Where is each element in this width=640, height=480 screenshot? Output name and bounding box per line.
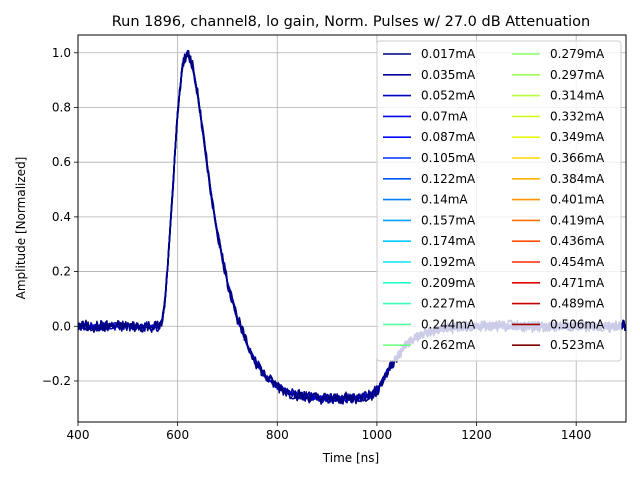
legend-label: 0.157mA xyxy=(421,213,476,227)
legend-label: 0.471mA xyxy=(550,276,605,290)
x-tick-label: 600 xyxy=(166,428,189,442)
x-tick-label: 400 xyxy=(67,428,90,442)
legend-label: 0.279mA xyxy=(550,47,605,61)
legend-label: 0.017mA xyxy=(421,47,476,61)
axes-frame xyxy=(77,34,627,423)
legend-label: 0.105mA xyxy=(421,151,476,165)
y-tick-label: 0.0 xyxy=(52,319,71,333)
y-tick-label: 1.0 xyxy=(52,46,71,60)
y-axis-label: Amplitude [Normalized] xyxy=(14,157,28,300)
legend-label: 0.401mA xyxy=(550,193,605,207)
legend-label: 0.262mA xyxy=(421,338,476,352)
legend-label: 0.07mA xyxy=(421,109,468,123)
legend-label: 0.209mA xyxy=(421,276,476,290)
legend-label: 0.489mA xyxy=(550,297,605,311)
legend-label: 0.14mA xyxy=(421,193,468,207)
legend-label: 0.506mA xyxy=(550,317,605,331)
legend-label: 0.332mA xyxy=(550,109,605,123)
x-tick-label: 1200 xyxy=(461,428,492,442)
legend-label: 0.244mA xyxy=(421,317,476,331)
x-tick-label: 1400 xyxy=(561,428,592,442)
legend-label: 0.227mA xyxy=(421,297,476,311)
legend-label: 0.122mA xyxy=(421,172,476,186)
legend-label: 0.419mA xyxy=(550,213,605,227)
y-tick-label: 0.6 xyxy=(52,155,71,169)
legend-box xyxy=(376,40,622,362)
y-tick-label: 0.8 xyxy=(52,100,71,114)
legend-label: 0.174mA xyxy=(421,234,476,248)
y-tick-label: 0.2 xyxy=(52,265,71,279)
legend-label: 0.087mA xyxy=(421,130,476,144)
legend-label: 0.436mA xyxy=(550,234,605,248)
x-tick-label: 800 xyxy=(266,428,289,442)
legend: 0.017mA 0.035mA 0.052mA 0.07mA 0.087mA 0.105m… xyxy=(376,40,622,362)
legend-label: 0.035mA xyxy=(421,68,476,82)
ticks: 400 600 800 1000 1200 1400 −0.2 0.0 0.2 0.4 0.6 0.8… xyxy=(42,46,592,442)
legend-label: 0.523mA xyxy=(550,338,605,352)
chart-title: Run 1896, channel8, lo gain, Norm. Pulse… xyxy=(112,14,591,30)
x-tick-label: 1000 xyxy=(362,428,393,442)
legend-label: 0.349mA xyxy=(550,130,605,144)
y-tick-label: −0.2 xyxy=(42,374,71,388)
legend-label: 0.297mA xyxy=(550,68,605,82)
legend-label: 0.454mA xyxy=(550,255,605,269)
legend-label: 0.366mA xyxy=(550,151,605,165)
legend-label: 0.314mA xyxy=(550,89,605,103)
x-axis-label: Time [ns] xyxy=(322,451,379,465)
legend-label: 0.192mA xyxy=(421,255,476,269)
legend-label: 0.052mA xyxy=(421,89,476,103)
legend-label: 0.384mA xyxy=(550,172,605,186)
y-tick-label: 0.4 xyxy=(52,210,71,224)
